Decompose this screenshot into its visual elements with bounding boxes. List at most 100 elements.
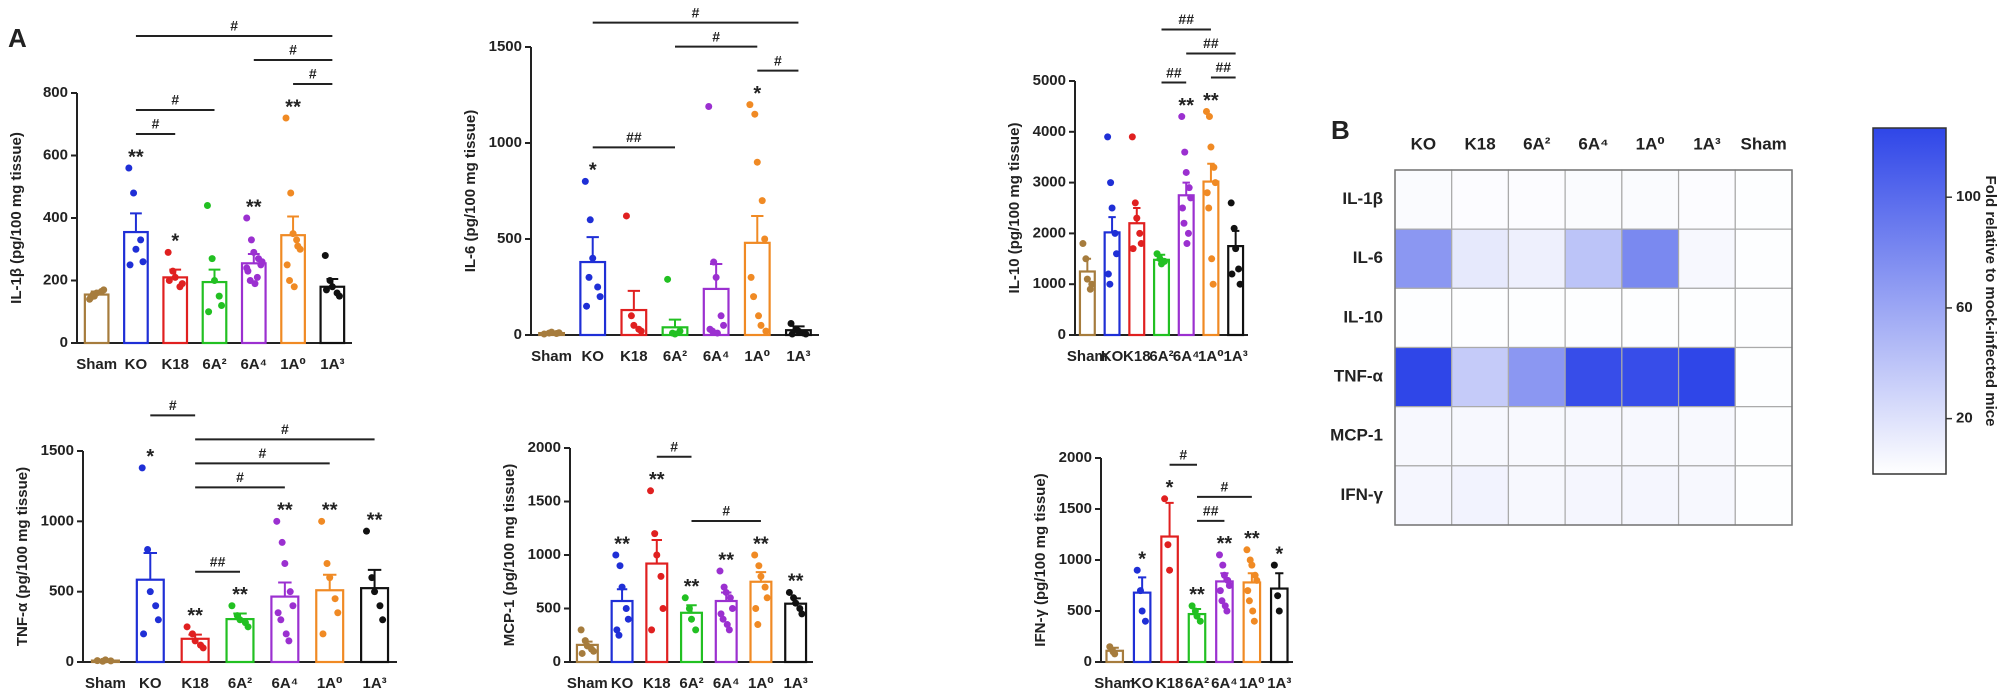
x-tick-label: K18 bbox=[643, 675, 671, 692]
x-tick-label: KO bbox=[611, 675, 634, 692]
heatmap-cell bbox=[1734, 169, 1793, 230]
heatmap-cell bbox=[1677, 346, 1736, 408]
heatmap-cell bbox=[1621, 406, 1680, 467]
data-point bbox=[203, 202, 211, 209]
data-point bbox=[1205, 204, 1213, 212]
data-point bbox=[379, 616, 387, 624]
data-point bbox=[577, 626, 585, 634]
y-tick-label: 1000 bbox=[528, 546, 561, 563]
data-point bbox=[1079, 240, 1087, 248]
data-point bbox=[1227, 199, 1235, 207]
heatmap-cell bbox=[1507, 406, 1566, 467]
data-point bbox=[618, 583, 626, 591]
x-tick-label: 6A⁴ bbox=[1173, 348, 1200, 365]
y-tick-label: 2000 bbox=[1033, 224, 1066, 241]
heatmap-cell bbox=[1564, 406, 1623, 467]
error-bar bbox=[1108, 216, 1116, 233]
data-point bbox=[1270, 561, 1278, 569]
data-point bbox=[676, 327, 684, 335]
y-axis-label: IL-10 (pg/100 mg tissue) bbox=[1006, 123, 1023, 294]
data-point bbox=[164, 248, 172, 256]
x-tick-label: 1A⁰ bbox=[748, 675, 774, 692]
x-tick-label: 1A⁰ bbox=[317, 675, 343, 692]
data-point bbox=[283, 261, 291, 269]
significance-star: ** bbox=[614, 533, 630, 555]
heatmap-cell bbox=[1507, 346, 1566, 408]
heatmap-cell bbox=[1394, 465, 1453, 526]
data-point bbox=[289, 602, 297, 610]
heatmap-cell bbox=[1564, 287, 1623, 349]
data-point bbox=[647, 487, 655, 495]
data-point bbox=[746, 101, 754, 109]
data-point bbox=[692, 626, 700, 634]
data-point bbox=[323, 560, 331, 568]
x-tick-label: 1A⁰ bbox=[280, 356, 306, 373]
comparison-label: ## bbox=[626, 129, 642, 145]
column-label: 1A⁰ bbox=[1636, 134, 1665, 153]
bar bbox=[1152, 258, 1171, 337]
data-point bbox=[726, 594, 734, 602]
heatmap-cell bbox=[1507, 287, 1566, 349]
bar bbox=[315, 589, 345, 664]
data-point bbox=[296, 245, 304, 253]
data-point bbox=[278, 538, 286, 546]
y-tick-label: 0 bbox=[66, 653, 74, 670]
x-tick-label: 1A³ bbox=[786, 348, 810, 365]
data-point bbox=[205, 308, 213, 316]
y-tick-label: 1000 bbox=[1033, 275, 1066, 292]
data-point bbox=[688, 615, 695, 623]
x-tick-label: 1A³ bbox=[320, 356, 344, 373]
data-point bbox=[578, 649, 586, 657]
y-axis-label: IL-6 (pg/100 mg tissue) bbox=[462, 110, 479, 273]
column-label: K18 bbox=[1464, 134, 1495, 153]
data-point bbox=[277, 616, 285, 624]
heatmap-cell bbox=[1394, 287, 1453, 349]
colorbar-tick-label: 100 bbox=[1956, 188, 1981, 205]
data-point bbox=[137, 236, 145, 244]
data-point bbox=[651, 530, 659, 538]
significance-star: ** bbox=[684, 576, 700, 598]
y-tick-label: 400 bbox=[43, 209, 68, 226]
data-point bbox=[144, 545, 152, 553]
data-point bbox=[1208, 255, 1216, 263]
data-point bbox=[1207, 143, 1215, 151]
comparison-label: ## bbox=[210, 553, 226, 569]
data-point bbox=[1250, 617, 1258, 625]
data-point bbox=[754, 621, 762, 629]
significance-star: * bbox=[1166, 477, 1174, 499]
data-point bbox=[788, 330, 796, 338]
data-point bbox=[218, 302, 226, 309]
heatmap-cell bbox=[1507, 465, 1566, 526]
heatmap-cell bbox=[1677, 169, 1736, 230]
data-point bbox=[630, 321, 638, 329]
heatmap-cell bbox=[1734, 287, 1793, 349]
panel-label: B bbox=[1331, 115, 1350, 145]
data-point bbox=[250, 248, 258, 256]
data-point bbox=[1106, 643, 1114, 651]
data-point bbox=[710, 258, 718, 266]
data-point bbox=[596, 293, 604, 301]
data-point bbox=[130, 189, 138, 197]
data-point bbox=[1236, 280, 1244, 288]
x-tick-label: 6A² bbox=[202, 356, 226, 373]
data-point bbox=[199, 644, 207, 652]
data-point bbox=[659, 605, 667, 612]
data-point bbox=[589, 254, 597, 262]
heatmap-cell bbox=[1734, 346, 1793, 408]
data-point bbox=[1223, 607, 1231, 615]
data-point bbox=[763, 594, 771, 602]
y-tick-label: 500 bbox=[1067, 602, 1092, 619]
data-point bbox=[1209, 280, 1217, 288]
data-point bbox=[1083, 275, 1091, 283]
y-tick-label: 1500 bbox=[489, 38, 522, 55]
data-point bbox=[258, 258, 266, 266]
data-point bbox=[1248, 561, 1256, 569]
heatmap-cell bbox=[1564, 169, 1623, 230]
data-point bbox=[1228, 270, 1236, 278]
comparison-label: ## bbox=[1178, 11, 1194, 27]
error-bar bbox=[278, 581, 292, 597]
colorbar-label: Fold relative to mock-infected mice bbox=[1982, 176, 1999, 427]
comparison-label: # bbox=[171, 92, 179, 108]
data-point bbox=[1215, 551, 1223, 559]
